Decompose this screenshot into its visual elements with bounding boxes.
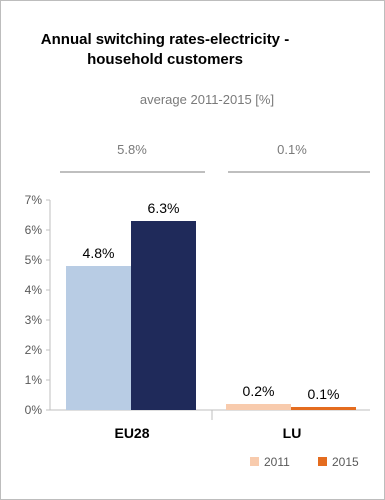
category-label: EU28 xyxy=(114,425,149,441)
chart-subtitle: average 2011-2015 [%] xyxy=(139,92,275,107)
average-label: 0.1% xyxy=(277,142,307,157)
y-tick-label: 1% xyxy=(25,373,43,387)
data-label: 6.3% xyxy=(148,200,180,216)
y-tick-label: 5% xyxy=(25,253,43,267)
y-tick-label: 0% xyxy=(25,403,43,417)
legend-label: 2011 xyxy=(264,455,290,469)
bar-eu28-2015 xyxy=(131,221,196,410)
bar-lu-2015 xyxy=(291,407,356,410)
y-tick-label: 2% xyxy=(25,343,43,357)
legend-label: 2015 xyxy=(332,455,359,469)
y-tick-label: 7% xyxy=(25,193,43,207)
chart-title: Annual switching rates-electricity - hou… xyxy=(0,30,330,70)
chart-title-line-1: Annual switching rates-electricity - xyxy=(40,31,290,48)
y-tick-label: 4% xyxy=(25,283,43,297)
chart-title-line-2: household customers xyxy=(87,51,243,68)
bar-eu28-2011 xyxy=(66,266,131,410)
y-tick-label: 3% xyxy=(25,313,43,327)
data-label: 0.2% xyxy=(243,383,275,399)
legend-swatch xyxy=(318,457,327,466)
data-label: 0.1% xyxy=(308,386,340,402)
average-label: 5.8% xyxy=(117,142,147,157)
legend-swatch xyxy=(250,457,259,466)
bar-lu-2011 xyxy=(226,404,291,410)
category-label: LU xyxy=(283,425,302,441)
y-tick-label: 6% xyxy=(25,223,43,237)
data-label: 4.8% xyxy=(83,245,115,261)
